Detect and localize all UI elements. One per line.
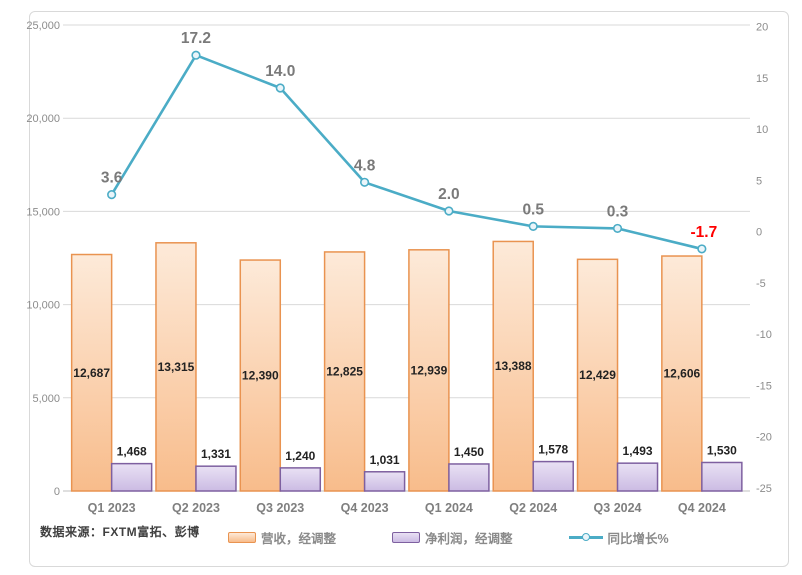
source-note: 数据来源：FXTM富拓、彭博 [40,525,200,539]
revenue-bar-label: 12,606 [663,367,700,381]
profit-bar [701,461,743,492]
revenue-bar [239,259,282,492]
growth-point-label: 2.0 [438,186,460,203]
left-axis-tick-label: 25,000 [26,20,60,32]
legend-item-growth: 同比增长% [568,528,669,547]
growth-point-label: -1.7 [690,224,717,241]
growth-line-marker [359,177,370,187]
profit-bar [110,462,153,492]
profit-bar-swatch [392,532,421,543]
growth-point-label: 0.3 [607,203,629,220]
x-axis-category-label: Q3 2023 [256,501,304,515]
growth-line-marker [444,206,454,216]
legend-item-revenue: 营收，经调整 [228,528,336,547]
right-axis-tick-label: -20 [756,432,772,444]
profit-bar [363,471,406,492]
revenue-bar [661,255,703,492]
legend-label-profit: 净利润，经调整 [425,532,513,546]
revenue-bar [323,251,366,492]
revenue-bar [576,258,619,492]
right-axis-tick-label: 10 [756,124,768,136]
profit-bar [616,462,659,492]
right-axis-tick-label: 5 [756,175,762,187]
growth-line-marker [275,83,285,93]
right-axis-tick-label: -5 [756,278,766,290]
x-axis-category-label: Q1 2024 [425,501,473,515]
x-axis-category-label: Q2 2023 [172,501,220,515]
revenue-bar-label: 13,315 [158,360,195,374]
left-axis-tick-label: 0 [54,486,60,498]
revenue-bar-swatch [228,532,256,543]
growth-line-marker [528,221,538,231]
revenue-bar-label: 12,825 [326,364,363,378]
profit-bar [532,460,574,492]
chart-legend: 营收，经调整 净利润，经调整 同比增长% [228,528,768,547]
x-axis-category-label: Q3 2024 [594,501,642,515]
revenue-bar-label: 12,939 [411,363,448,377]
profit-bar [448,463,490,492]
x-axis-category-label: Q2 2024 [509,501,557,515]
revenue-bar [70,253,113,492]
growth-line [110,53,704,251]
x-axis-category-label: Q4 2024 [678,501,726,515]
growth-point-label: 14.0 [265,63,295,80]
profit-bar [195,465,237,492]
profit-bar-label: 1,240 [285,449,315,463]
growth-line-swatch [568,533,603,542]
growth-line-marker [612,223,623,234]
legend-label-growth: 同比增长% [607,532,669,546]
growth-point-label: 0.5 [522,201,544,218]
growth-point-label: 17.2 [181,30,211,47]
right-axis-tick-label: 15 [756,73,768,85]
left-axis-tick-label: 5,000 [32,393,60,405]
revenue-bar-label: 12,390 [242,369,279,383]
profit-bar [279,467,322,492]
left-axis-tick-label: 20,000 [26,113,60,125]
legend-item-profit: 净利润，经调整 [392,528,513,547]
x-axis-category-label: Q1 2023 [88,501,136,515]
profit-bar-label: 1,493 [623,444,653,458]
right-axis-tick-label: -25 [756,483,772,495]
right-axis-tick-label: 0 [756,227,762,239]
profit-bar-label: 1,031 [370,453,400,467]
growth-point-label: 3.6 [101,170,123,187]
x-axis-category-label: Q4 2023 [341,501,389,515]
profit-bar-label: 1,468 [117,445,147,459]
growth-line-marker [107,190,117,200]
growth-line-marker [697,244,707,254]
revenue-bar-label: 13,388 [495,359,532,373]
revenue-bar [155,242,197,492]
right-axis-tick-label: 20 [756,22,768,34]
legend-label-revenue: 营收，经调整 [261,532,337,546]
profit-bar-label: 1,331 [201,447,231,461]
right-axis-tick-label: -15 [756,380,772,392]
revenue-bar [492,240,534,492]
left-axis-tick-label: 10,000 [26,300,60,312]
growth-line-marker [191,50,201,60]
revenue-bar-label: 12,429 [579,368,616,382]
revenue-bar-label: 12,687 [73,366,110,380]
growth-point-label: 4.8 [354,157,376,174]
revenue-bar [408,249,450,492]
right-axis-tick-label: -10 [756,329,772,341]
profit-bar-label: 1,530 [707,443,737,457]
profit-bar-label: 1,578 [538,443,568,457]
left-axis-tick-label: 15,000 [26,206,60,218]
profit-bar-label: 1,450 [454,445,484,459]
